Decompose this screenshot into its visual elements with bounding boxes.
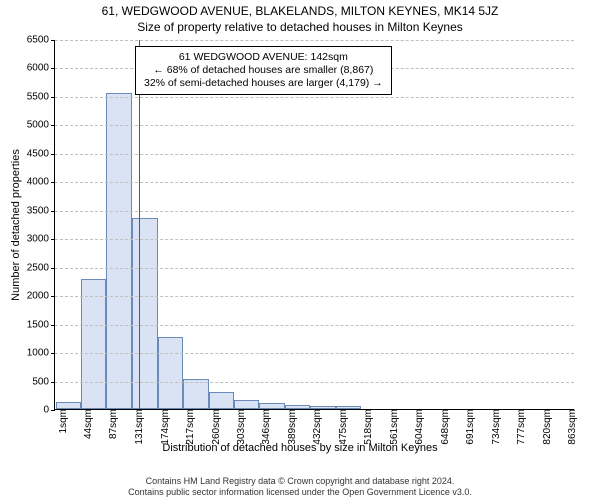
histogram-bar	[56, 402, 81, 409]
histogram-bar	[106, 93, 131, 409]
grid-line	[55, 268, 574, 269]
histogram-bar	[132, 218, 157, 409]
y-tick-label: 1000	[27, 348, 55, 359]
grid-line	[55, 97, 574, 98]
footer-line-1: Contains HM Land Registry data © Crown c…	[0, 476, 600, 487]
grid-line	[55, 296, 574, 297]
annotation-line1: 61 WEDGWOOD AVENUE: 142sqm	[144, 51, 383, 64]
grid-line	[55, 182, 574, 183]
chart-plot-area: 0500100015002000250030003500400045005000…	[54, 40, 574, 410]
histogram-bar	[183, 379, 208, 409]
y-tick-label: 0	[43, 405, 55, 416]
footer-line-2: Contains public sector information licen…	[0, 487, 600, 498]
grid-line	[55, 154, 574, 155]
annotation-box: 61 WEDGWOOD AVENUE: 142sqm← 68% of detac…	[135, 46, 392, 95]
x-axis-label: Distribution of detached houses by size …	[0, 442, 600, 454]
histogram-bar	[209, 392, 234, 409]
y-axis-label: Number of detached properties	[10, 149, 22, 301]
histogram-bar	[81, 279, 106, 409]
grid-line	[55, 125, 574, 126]
grid-line	[55, 353, 574, 354]
footer-attribution: Contains HM Land Registry data © Crown c…	[0, 476, 600, 498]
y-tick-label: 1500	[27, 319, 55, 330]
grid-line	[55, 325, 574, 326]
y-tick-label: 2500	[27, 262, 55, 273]
y-tick-label: 6500	[27, 35, 55, 46]
grid-line	[55, 40, 574, 41]
chart-title-block: 61, WEDGWOOD AVENUE, BLAKELANDS, MILTON …	[0, 0, 600, 35]
title-line-2: Size of property relative to detached ho…	[0, 20, 600, 36]
y-tick-label: 4000	[27, 177, 55, 188]
annotation-line2: ← 68% of detached houses are smaller (8,…	[144, 64, 383, 77]
histogram-bar	[234, 400, 259, 409]
y-tick-label: 4500	[27, 148, 55, 159]
grid-line	[55, 239, 574, 240]
y-tick-label: 3000	[27, 234, 55, 245]
y-tick-label: 5000	[27, 120, 55, 131]
y-tick-label: 3500	[27, 205, 55, 216]
y-tick-label: 2000	[27, 291, 55, 302]
y-tick-label: 6000	[27, 63, 55, 74]
grid-line	[55, 382, 574, 383]
y-tick-label: 5500	[27, 91, 55, 102]
title-line-1: 61, WEDGWOOD AVENUE, BLAKELANDS, MILTON …	[0, 4, 600, 20]
grid-line	[55, 211, 574, 212]
y-tick-label: 500	[32, 376, 55, 387]
histogram-bar	[158, 337, 183, 409]
annotation-line3: 32% of semi-detached houses are larger (…	[144, 77, 383, 90]
